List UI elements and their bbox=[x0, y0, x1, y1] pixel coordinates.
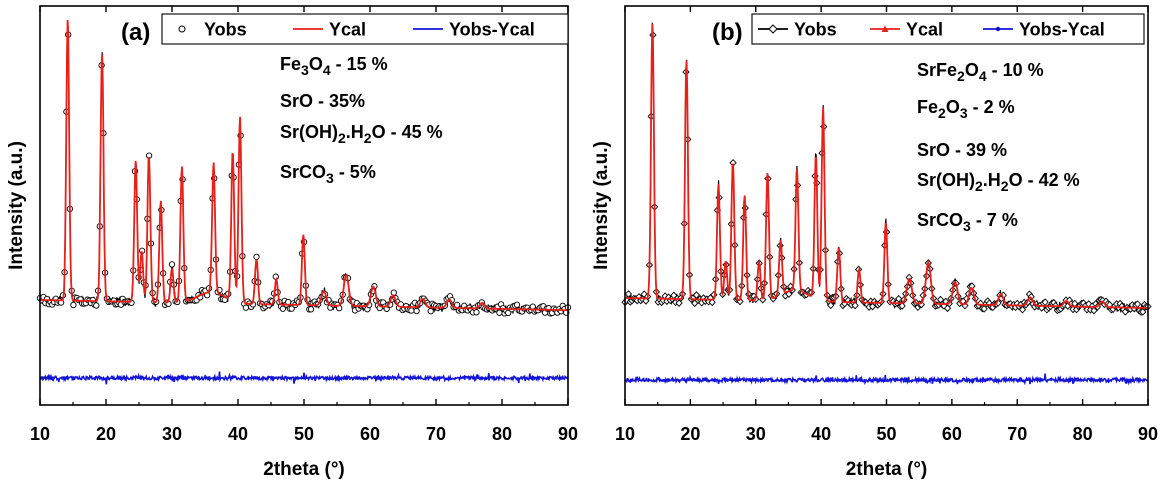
series-yobs-ycal bbox=[624, 373, 1149, 386]
yobs-point bbox=[93, 302, 100, 309]
series-ycal bbox=[40, 19, 569, 312]
legend-marker bbox=[881, 25, 889, 32]
yobs-point bbox=[980, 304, 988, 313]
yobs-point bbox=[785, 290, 793, 298]
legend-marker bbox=[995, 26, 1001, 32]
legend-label: Yobs bbox=[794, 20, 837, 40]
legend-label: Yobs-Ycal bbox=[449, 20, 535, 40]
yobs-point bbox=[898, 302, 906, 310]
yobs-point bbox=[70, 301, 77, 309]
x-tick-label: 90 bbox=[1138, 424, 1158, 444]
panel-label: (a) bbox=[121, 19, 150, 46]
phase-annotation: SrO - 35% bbox=[280, 91, 365, 111]
yobs-point bbox=[675, 299, 683, 307]
legend-entry-yobs-ycal: Yobs-Ycal bbox=[983, 20, 1105, 40]
phase-annotation: Fe3O4 - 15 % bbox=[280, 54, 388, 78]
yobs-point bbox=[640, 290, 648, 299]
x-tick-label: 80 bbox=[1073, 424, 1093, 444]
yobs-point bbox=[307, 306, 315, 313]
y-axis-title: Intensity (a.u.) bbox=[6, 141, 27, 270]
series-ycal bbox=[625, 23, 1148, 309]
yobs-point bbox=[168, 261, 176, 268]
legend-box bbox=[751, 13, 1145, 45]
panel-label: (b) bbox=[712, 19, 743, 46]
x-tick-label: 40 bbox=[811, 424, 831, 444]
yobs-point bbox=[759, 295, 767, 304]
x-tick-label: 10 bbox=[30, 424, 50, 444]
legend-entry-yobs-ycal: Yobs-Ycal bbox=[413, 20, 535, 40]
yobs-point bbox=[1090, 306, 1098, 315]
legend-label: Yobs bbox=[204, 20, 247, 40]
series-yobs-line bbox=[624, 22, 1149, 314]
panel-a: 10 20 30 40 50 60 70 80 90 2theta (°) Intensity (a… bbox=[6, 5, 578, 480]
x-tick-label: 40 bbox=[228, 424, 248, 444]
x-tick-label: 30 bbox=[746, 424, 766, 444]
legend-entry-ycal: Ycal bbox=[870, 20, 943, 40]
yobs-point bbox=[624, 290, 633, 298]
phase-annotation: SrO - 39 % bbox=[917, 140, 1007, 160]
yobs-point bbox=[253, 253, 260, 261]
phase-annotation: SrCO3 - 7 % bbox=[917, 210, 1018, 234]
plot-frame bbox=[624, 5, 1149, 406]
yobs-point bbox=[692, 291, 701, 299]
legend-marker bbox=[178, 25, 186, 33]
legend-entry-yobs: Yobs bbox=[758, 20, 837, 40]
series-yobs-ycal bbox=[39, 371, 569, 385]
x-tick-label: 90 bbox=[558, 424, 578, 444]
yobs-point bbox=[427, 308, 434, 315]
legend-label: Ycal bbox=[906, 20, 943, 40]
x-tick-label: 80 bbox=[492, 424, 512, 444]
phase-annotation: SrFe2O4 - 10 % bbox=[917, 60, 1044, 84]
yobs-point bbox=[513, 301, 521, 308]
x-tick-label: 20 bbox=[680, 424, 700, 444]
x-tick-label: 30 bbox=[162, 424, 182, 444]
x-tick-label: 50 bbox=[876, 424, 896, 444]
yobs-point bbox=[473, 309, 480, 316]
x-tick-label: 70 bbox=[426, 424, 446, 444]
legend-marker bbox=[768, 24, 778, 34]
phase-annotation: SrCO3 - 5% bbox=[280, 162, 376, 186]
panel-b: 10 20 30 40 50 60 70 80 90 2theta (°) Intensity (a… bbox=[591, 5, 1158, 480]
x-tick-label: 70 bbox=[1007, 424, 1027, 444]
x-tick-label: 10 bbox=[615, 424, 635, 444]
legend-entry-yobs: Yobs bbox=[178, 20, 247, 40]
y-axis-title: Intensity (a.u.) bbox=[591, 141, 612, 270]
yobs-point bbox=[390, 289, 397, 296]
x-axis-title: 2theta (°) bbox=[846, 459, 928, 480]
x-axis-title: 2theta (°) bbox=[263, 459, 345, 480]
phase-annotation: Sr(OH)2.H2O - 42 % bbox=[917, 170, 1080, 194]
legend-label: Yobs-Ycal bbox=[1019, 20, 1105, 40]
yobs-point bbox=[413, 307, 420, 315]
legend-entry-ycal: Ycal bbox=[293, 20, 366, 40]
yobs-point bbox=[1018, 305, 1027, 314]
yobs-point bbox=[279, 305, 287, 312]
phase-annotation: Fe2O3 - 2 % bbox=[917, 97, 1015, 121]
yobs-point bbox=[827, 301, 835, 310]
yobs-point bbox=[708, 298, 716, 307]
x-tick-label: 60 bbox=[942, 424, 962, 444]
yobs-point bbox=[895, 294, 903, 303]
x-tick-label: 20 bbox=[96, 424, 116, 444]
x-tick-label: 50 bbox=[294, 424, 314, 444]
phase-annotation: Sr(OH)2.H2O - 45 % bbox=[280, 122, 443, 146]
legend-label: Ycal bbox=[329, 20, 366, 40]
x-tick-label: 60 bbox=[360, 424, 380, 444]
yobs-point bbox=[1139, 307, 1147, 316]
yobs-point bbox=[851, 301, 859, 310]
legend-box bbox=[161, 13, 569, 45]
yobs-point bbox=[408, 307, 415, 314]
